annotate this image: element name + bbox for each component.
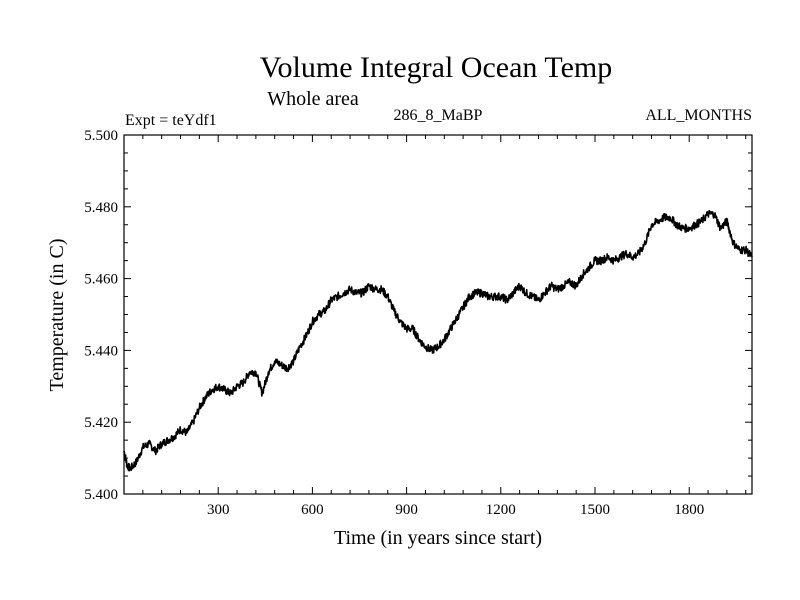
y-tick-label: 5.420 <box>84 415 118 431</box>
y-axis-label: Temperature (in C) <box>46 239 68 392</box>
run-label: 286_8_MaBP <box>394 107 483 124</box>
x-tick-label: 300 <box>207 502 230 518</box>
chart-title: Volume Integral Ocean Temp <box>260 51 613 84</box>
series-layer <box>123 209 753 472</box>
chart-subtitle: Whole area <box>267 88 359 110</box>
x-tick-label: 1800 <box>674 502 704 518</box>
x-tick-label: 600 <box>301 502 324 518</box>
months-label: ALL_MONTHS <box>645 107 752 124</box>
axis-ticks: 300 600 900 1200 1500 1800 5.400 5.420 5.440 5.46… <box>84 128 752 518</box>
y-tick-label: 5.400 <box>84 487 118 503</box>
x-tick-label: 1200 <box>486 502 516 518</box>
plot-frame <box>123 134 753 495</box>
y-tick-label: 5.480 <box>84 200 118 216</box>
y-tick-label: 5.460 <box>84 272 118 288</box>
x-tick-label: 900 <box>395 502 418 518</box>
series-line <box>123 209 753 472</box>
y-tick-label: 5.440 <box>84 343 118 359</box>
x-axis-label: Time (in years since start) <box>334 527 542 549</box>
y-tick-label: 5.500 <box>84 128 118 144</box>
x-tick-label: 1500 <box>580 502 610 518</box>
experiment-label: Expt = teYdf1 <box>125 112 217 129</box>
